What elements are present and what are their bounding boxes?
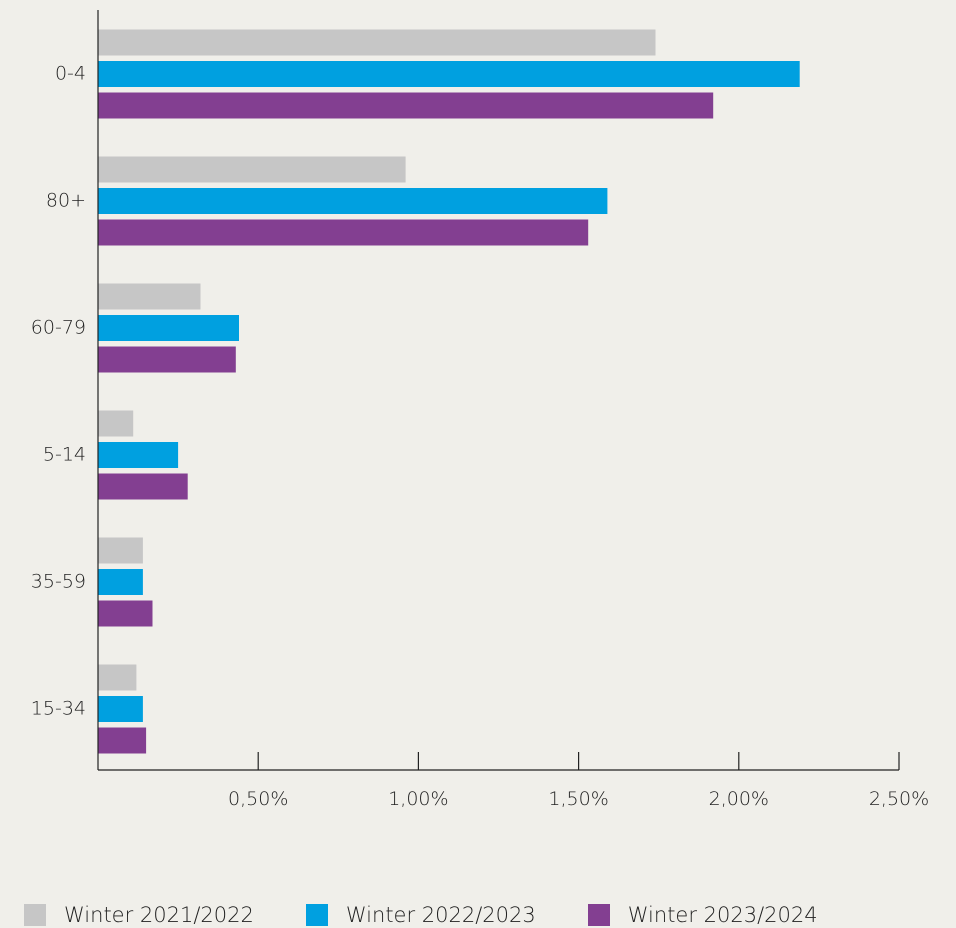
bar-15-34-series-0 bbox=[98, 664, 137, 691]
x-tick-label-0: 0,50% bbox=[228, 788, 288, 810]
bar-15-34-series-1 bbox=[98, 696, 143, 722]
bar-35-59-series-0 bbox=[98, 537, 143, 564]
bar-15-34-series-2 bbox=[98, 727, 147, 754]
legend: Winter 2021/2022 Winter 2022/2023 Winter… bbox=[24, 902, 870, 928]
bar-60-79-series-0 bbox=[98, 283, 201, 310]
category-label-1: 80+ bbox=[46, 190, 86, 212]
bar-5-14-series-1 bbox=[98, 442, 179, 468]
bar-0-4-series-2 bbox=[98, 92, 714, 119]
category-label-4: 35-59 bbox=[31, 571, 86, 593]
bar-35-59-series-1 bbox=[98, 569, 143, 595]
legend-label-series-1: Winter 2022/2023 bbox=[345, 903, 536, 927]
bar-60-79-series-1 bbox=[98, 315, 239, 341]
category-label-0: 0-4 bbox=[55, 63, 86, 85]
legend-label-series-2: Winter 2023/2024 bbox=[627, 903, 818, 927]
category-label-5: 15-34 bbox=[31, 698, 86, 720]
bar-5-14-series-2 bbox=[98, 473, 188, 500]
bar-80+-series-2 bbox=[98, 219, 589, 246]
bar-5-14-series-0 bbox=[98, 410, 134, 437]
category-label-3: 5-14 bbox=[43, 444, 86, 466]
legend-label-series-0: Winter 2021/2022 bbox=[64, 903, 254, 927]
legend-swatch-series-1 bbox=[305, 904, 328, 926]
legend-item-series-1: Winter 2022/2023 bbox=[305, 903, 536, 927]
bar-60-79-series-2 bbox=[98, 346, 236, 373]
x-tick-label-2: 1,50% bbox=[548, 788, 608, 810]
bar-35-59-series-2 bbox=[98, 600, 153, 627]
bar-0-4-series-1 bbox=[98, 61, 800, 87]
category-labels: 0-4 80+ 60-79 5-14 35-59 15-34 bbox=[31, 63, 86, 720]
category-label-2: 60-79 bbox=[31, 317, 86, 339]
legend-swatch-series-2 bbox=[587, 904, 610, 926]
x-tick-label-4: 2,50% bbox=[869, 788, 929, 810]
legend-item-series-2: Winter 2023/2024 bbox=[587, 903, 818, 927]
x-tick-label-1: 1,00% bbox=[388, 788, 448, 810]
legend-swatch-series-0 bbox=[24, 904, 46, 926]
legend-item-series-0: Winter 2021/2022 bbox=[24, 903, 254, 927]
bars-group bbox=[98, 29, 800, 754]
bar-80+-series-1 bbox=[98, 188, 608, 214]
x-tick-label-3: 2,00% bbox=[709, 788, 769, 810]
bar-0-4-series-0 bbox=[98, 29, 656, 56]
bar-80+-series-0 bbox=[98, 156, 406, 183]
x-axis-ticks: 0,50% 1,00% 1,50% 2,00% 2,50% bbox=[228, 752, 929, 810]
